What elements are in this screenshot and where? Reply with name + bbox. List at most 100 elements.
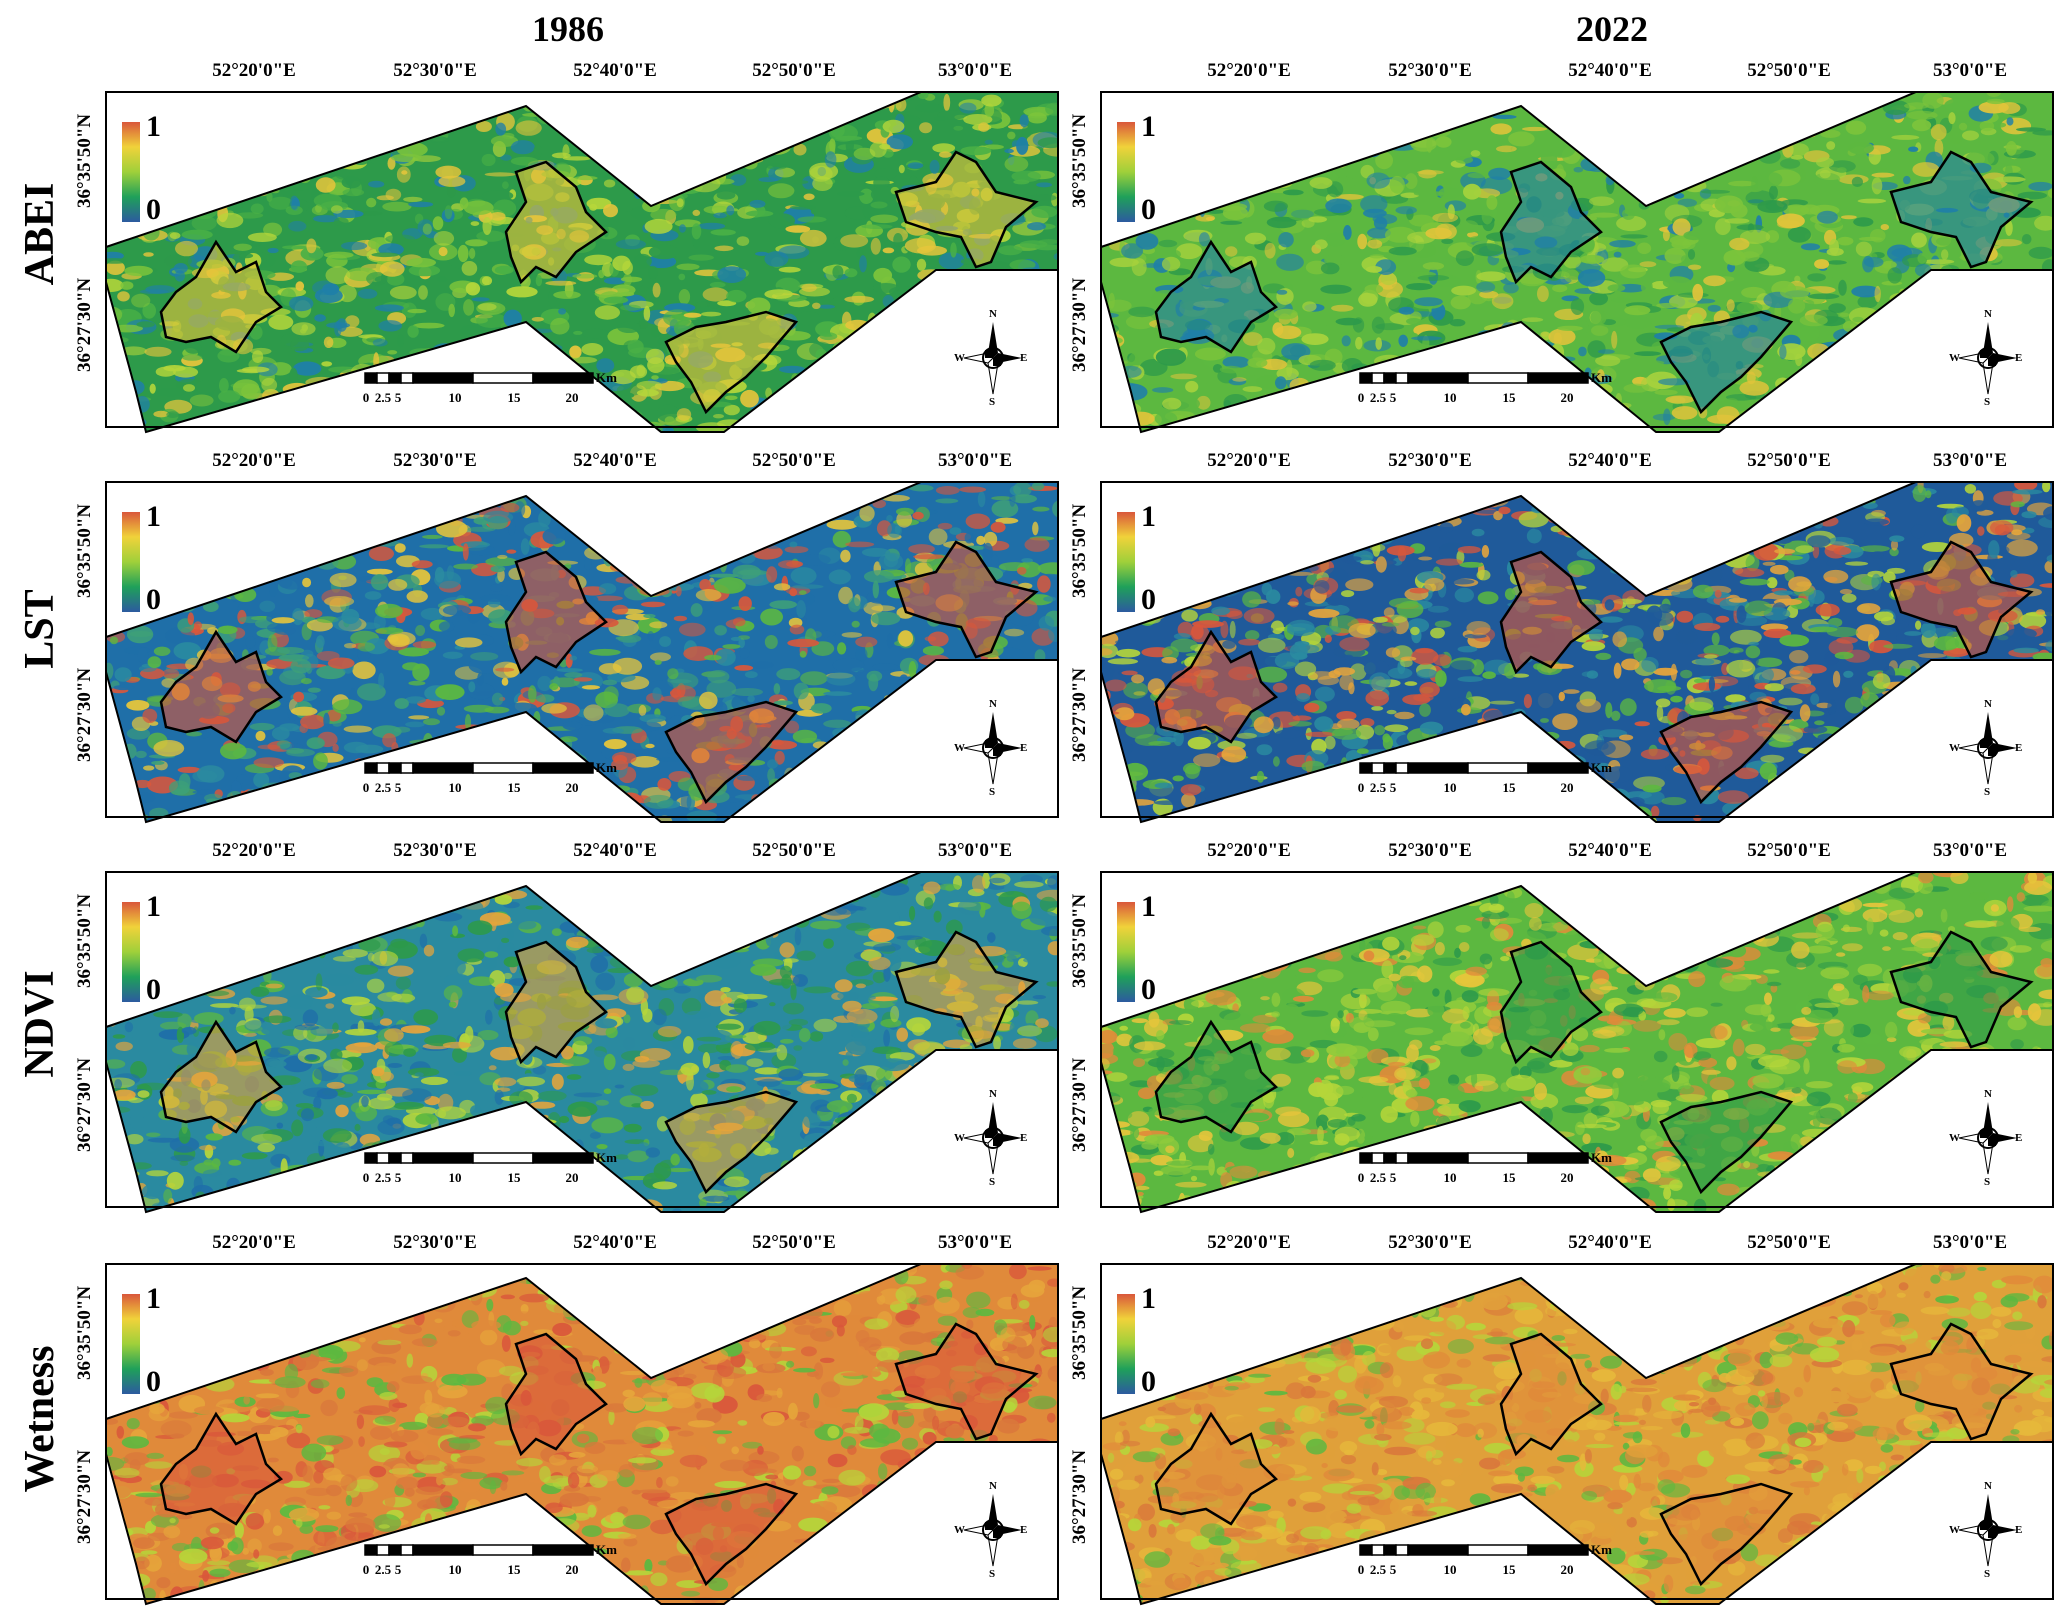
scale-tick-label: 5 (1389, 1170, 1397, 1185)
city-boundary (664, 1090, 799, 1195)
city-boundary (1659, 1482, 1794, 1587)
longitude-label: 52°20'0"E (212, 60, 296, 81)
scale-tick-label: 20 (565, 780, 579, 795)
legend-min-label: 0 (1141, 583, 1156, 616)
latitude-label: 36°35'50"N (1069, 503, 1090, 598)
longitude-label: 53°0'0"E (1932, 450, 2008, 471)
study-area-boundary (105, 1263, 1059, 1606)
compass-n-label: N (1984, 1480, 1992, 1492)
legend-min-label: 0 (1141, 1365, 1156, 1398)
scale-tick-label: 2.5 (374, 390, 392, 405)
scale-tick-label: 2.5 (374, 1170, 392, 1185)
longitude-label: 52°30'0"E (393, 840, 477, 861)
longitude-label: 52°40'0"E (573, 450, 657, 471)
legend-max-label: 1 (146, 500, 161, 533)
longitude-label: 53°0'0"E (1932, 840, 2008, 861)
city-boundary (1659, 310, 1794, 415)
longitude-label: 52°20'0"E (212, 840, 296, 861)
row-label-wetness: Wetness (17, 1345, 63, 1493)
row-label-lst: LST (17, 589, 63, 669)
compass-n-label: N (1984, 308, 1992, 320)
city-boundary (1499, 160, 1603, 285)
scale-tick-label: 0 (362, 780, 370, 795)
legend-max-label: 1 (1141, 500, 1156, 533)
compass-e-label: E (1020, 1524, 1028, 1536)
map-canvas (105, 871, 1059, 1214)
raster-layer (106, 92, 1058, 432)
scale-bar (1359, 1544, 1589, 1556)
longitude-label: 53°0'0"E (937, 450, 1013, 471)
compass-n-label: N (989, 1088, 997, 1100)
map-panel-lst-1986: 52°20'0"E 52°30'0"E 52°40'0"E 52°50'0"E 53°0… (74, 450, 1059, 824)
north-arrow-icon: N S E W (1949, 698, 2023, 798)
north-arrow-icon: N S E W (954, 1480, 1028, 1580)
scale-tick-label: 2.5 (1369, 780, 1387, 795)
city-boundary (1154, 1019, 1279, 1134)
latitude-label: 36°35'50"N (1069, 1285, 1090, 1380)
longitude-label: 52°30'0"E (393, 60, 477, 81)
scale-tick-label: 2.5 (1369, 390, 1387, 405)
compass-s-label: S (989, 1176, 996, 1188)
city-boundary (664, 310, 799, 415)
legend-min-label: 0 (146, 583, 161, 616)
legend-min-label: 0 (146, 973, 161, 1006)
north-arrow-icon: N S E W (954, 308, 1028, 408)
compass-s-label: S (989, 786, 996, 798)
longitude-label: 52°20'0"E (212, 450, 296, 471)
study-area-boundary (105, 91, 1059, 434)
color-legend (122, 1294, 140, 1394)
legend-max-label: 1 (1141, 1282, 1156, 1315)
scale-bar (1359, 372, 1589, 384)
scale-bar (1359, 1152, 1589, 1164)
scale-tick-label: 20 (1560, 1170, 1574, 1185)
study-area-boundary (105, 481, 1059, 824)
study-area-boundary (1100, 481, 2054, 824)
compass-n-label: N (989, 698, 997, 710)
latitude-label: 36°35'50"N (1069, 893, 1090, 988)
longitude-label: 52°30'0"E (1388, 60, 1472, 81)
row-label-abei: ABEI (17, 182, 63, 286)
city-boundary (894, 540, 1039, 659)
scale-tick-label: 0 (1357, 780, 1365, 795)
raster-layer (106, 1264, 1058, 1604)
longitude-label: 53°0'0"E (937, 840, 1013, 861)
scale-tick-label: 0 (362, 1170, 370, 1185)
north-arrow-icon: N S E W (954, 1088, 1028, 1188)
scale-tick-label: 2.5 (1369, 1562, 1387, 1577)
scale-tick-label: 15 (1502, 1562, 1516, 1577)
latitude-label: 36°35'50"N (74, 1285, 95, 1380)
scale-tick-label: 20 (565, 390, 579, 405)
legend-max-label: 1 (1141, 890, 1156, 923)
map-canvas (1100, 91, 2054, 434)
scale-tick-label: 5 (394, 1170, 402, 1185)
city-boundary (1659, 1090, 1794, 1195)
longitude-label: 52°40'0"E (1568, 60, 1652, 81)
city-boundary (1889, 930, 2034, 1049)
latitude-label: 36°35'50"N (74, 113, 95, 208)
city-boundary (1889, 1322, 2034, 1441)
legend-max-label: 1 (1141, 110, 1156, 143)
north-arrow-icon: N S E W (954, 698, 1028, 798)
latitude-label: 36°35'50"N (74, 503, 95, 598)
longitude-label: 52°40'0"E (573, 1232, 657, 1253)
scale-tick-label: 0 (1357, 1562, 1365, 1577)
longitude-label: 52°30'0"E (393, 1232, 477, 1253)
compass-w-label: W (954, 1524, 965, 1536)
scale-tick-label: 15 (1502, 390, 1516, 405)
scale-tick-label: 10 (1443, 390, 1457, 405)
north-arrow-icon: N S E W (1949, 1480, 2023, 1580)
legend-min-label: 0 (146, 193, 161, 226)
scale-tick-label: 15 (507, 1562, 521, 1577)
compass-w-label: W (1949, 352, 1960, 364)
scale-unit-label: Km (1591, 760, 1612, 775)
scale-tick-label: 20 (1560, 1562, 1574, 1577)
compass-e-label: E (1020, 742, 1028, 754)
map-panel-ndvi-2022: 52°20'0"E 52°30'0"E 52°40'0"E 52°50'0"E 53°0… (1069, 840, 2054, 1214)
scale-tick-label: 2.5 (374, 1562, 392, 1577)
scale-tick-label: 10 (1443, 1562, 1457, 1577)
compass-s-label: S (1984, 1176, 1991, 1188)
scale-bar (364, 372, 594, 384)
longitude-label: 53°0'0"E (937, 60, 1013, 81)
scale-tick-label: 5 (1389, 780, 1397, 795)
scale-tick-label: 20 (565, 1170, 579, 1185)
